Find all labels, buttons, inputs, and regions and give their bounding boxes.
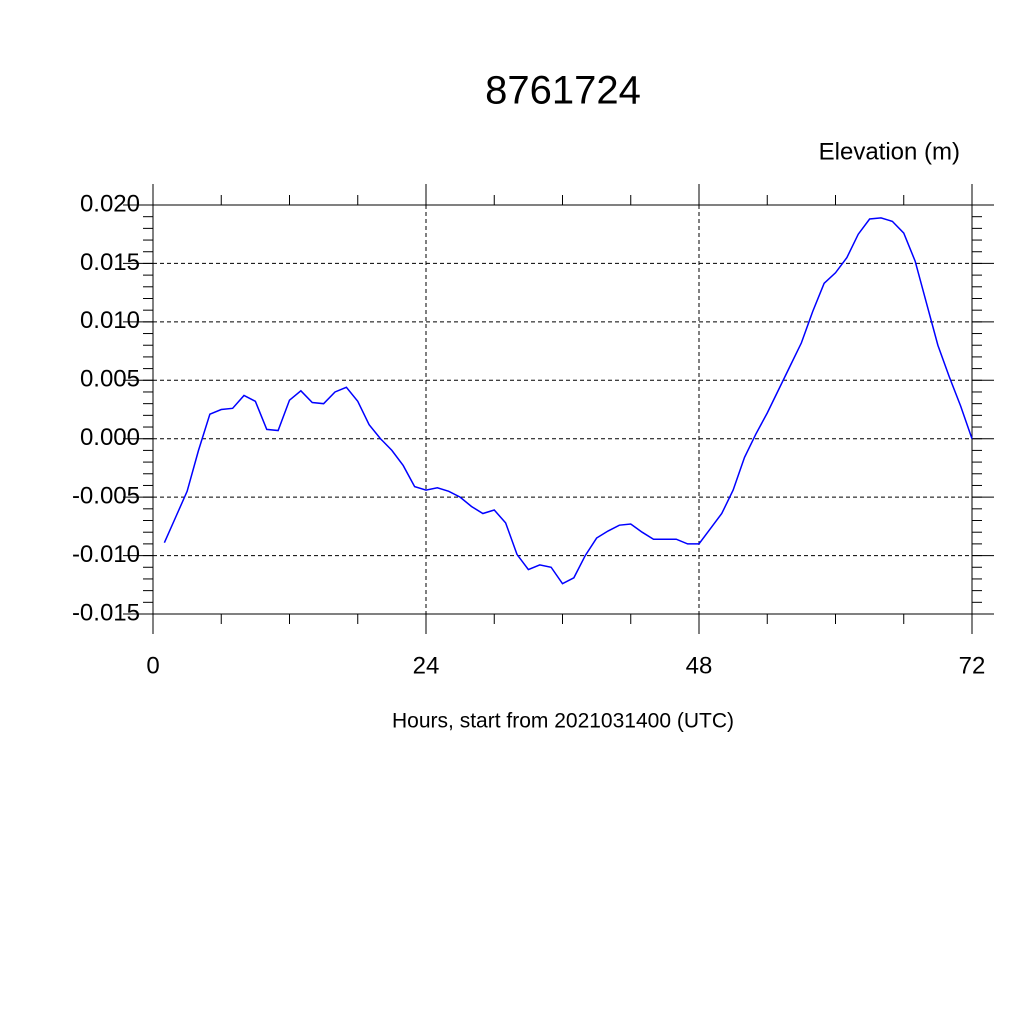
data-line (163, 217, 973, 585)
x-tick-label: 24 (413, 652, 440, 679)
x-axis-label: Hours, start from 2021031400 (UTC) (392, 710, 734, 733)
y-tick-label: 0.015 (80, 249, 140, 276)
y-tick-label: -0.015 (72, 599, 140, 626)
y-axis-label: Elevation (m) (819, 138, 960, 165)
x-tick-label: 72 (959, 652, 986, 679)
y-tick-label: 0.000 (80, 424, 140, 451)
y-tick-label: 0.010 (80, 307, 140, 334)
chart-title: 8761724 (485, 69, 641, 113)
x-tick-label: 0 (146, 652, 159, 679)
y-tick-label: 0.020 (80, 190, 140, 217)
x-tick-label: 48 (686, 652, 713, 679)
y-tick-label: 0.005 (80, 366, 140, 393)
y-tick-label: -0.005 (72, 482, 140, 509)
y-tick-label: -0.010 (72, 541, 140, 568)
